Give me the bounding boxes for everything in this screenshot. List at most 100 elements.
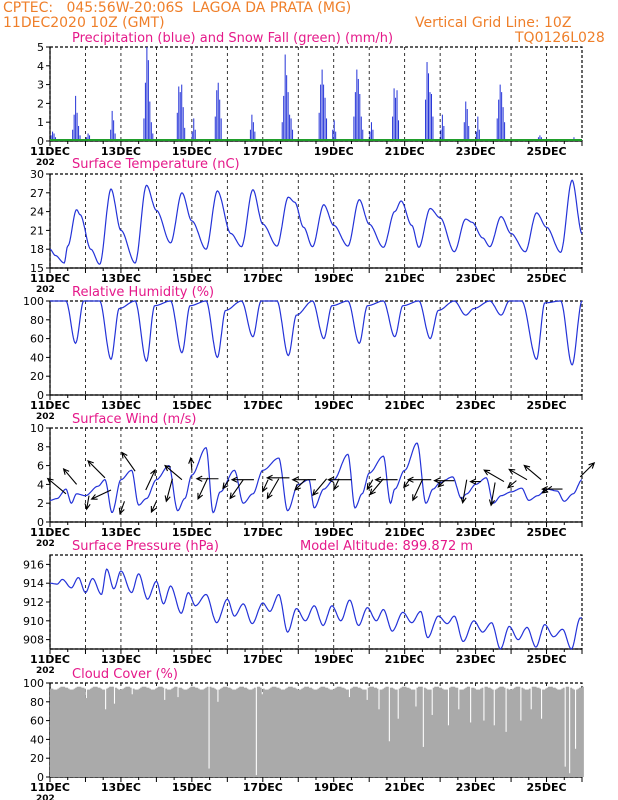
- precip-bar: [72, 129, 74, 141]
- cloud-bar: [191, 686, 194, 777]
- cloud-bar: [406, 687, 409, 777]
- cloud-bar: [248, 689, 250, 777]
- precip-bar: [370, 122, 372, 141]
- precip-bar: [149, 101, 151, 141]
- cloud-bar: [50, 688, 52, 777]
- y-tick-label: 30: [30, 168, 44, 181]
- cloud-bar: [258, 686, 261, 777]
- chart-title: Surface Wind (m/s): [72, 412, 196, 427]
- cloud-bar: [375, 687, 377, 777]
- cloud-bar: [78, 686, 80, 777]
- precip-bar: [182, 107, 184, 141]
- precip-bar: [50, 135, 52, 141]
- cloud-bar: [267, 689, 270, 777]
- x-tick-label: 23DEC: [456, 653, 496, 666]
- cloud-bar: [184, 689, 187, 777]
- cloud-bar: [524, 689, 527, 777]
- precip-bar: [356, 69, 358, 141]
- cloud-bar: [92, 686, 95, 777]
- cloud-bar: [237, 687, 240, 777]
- precip-bar: [502, 107, 504, 141]
- wind-vector: [265, 474, 290, 481]
- cloud-bar: [168, 689, 171, 777]
- precip-bar: [359, 94, 361, 141]
- precip-bar: [147, 60, 149, 141]
- cloud-bar: [521, 687, 524, 777]
- cloud-bar: [141, 686, 144, 777]
- precip-bar: [292, 129, 294, 141]
- cloud-bar: [109, 686, 111, 777]
- wind-vector: [433, 477, 455, 484]
- precip-bar: [214, 116, 216, 141]
- cloud-bar: [268, 688, 271, 777]
- wind-vector: [261, 479, 269, 493]
- x-tick-label: 25DEC: [527, 653, 567, 666]
- cloud-bar: [314, 689, 317, 777]
- cloud-bar: [165, 688, 168, 777]
- cloud-bar: [295, 688, 298, 777]
- x-tick-label: 19DEC: [314, 653, 354, 666]
- y-tick-label: 27: [30, 187, 44, 200]
- cloud-bar: [416, 687, 419, 777]
- cloud-bar: [363, 689, 366, 777]
- cloud-bar: [279, 688, 281, 777]
- year-label: 202: [36, 285, 55, 295]
- cloud-bar: [135, 689, 138, 777]
- cloud-bar: [134, 689, 137, 777]
- cloud-bar: [332, 689, 335, 777]
- x-tick-label: 15DEC: [172, 526, 212, 539]
- cloud-bar: [410, 689, 413, 777]
- chart-title: Cloud Cover (%): [72, 667, 178, 682]
- cloud-bar: [395, 689, 398, 777]
- y-tick-label: 6: [37, 460, 44, 473]
- cloud-bar: [441, 688, 444, 777]
- wind-vector: [164, 478, 173, 503]
- y-tick-label: 8: [37, 441, 44, 454]
- wind-vector: [333, 478, 340, 491]
- cloud-bar: [73, 688, 76, 777]
- precip-bar: [146, 47, 148, 141]
- x-tick-label: 11DEC: [30, 399, 70, 412]
- wind-vector: [406, 476, 432, 483]
- y-tick-label: 80: [30, 314, 44, 327]
- cloud-bar: [415, 706, 417, 777]
- cloud-bar: [392, 688, 395, 777]
- cloud-bar: [344, 688, 346, 777]
- wind-vector: [266, 478, 280, 500]
- precip-bar: [110, 129, 112, 141]
- cloud-bar: [327, 688, 330, 777]
- precip-bar: [143, 118, 145, 141]
- cloud-bar: [546, 687, 549, 777]
- cloud-bar: [116, 688, 119, 777]
- y-tick-label: 60: [30, 715, 44, 728]
- cloud-bar: [222, 686, 225, 777]
- cloud-bar: [246, 688, 249, 777]
- cloud-bar: [525, 689, 528, 777]
- cloud-bar: [177, 697, 179, 777]
- x-tick-label: 25DEC: [527, 145, 567, 158]
- precip-bar: [219, 99, 221, 141]
- wind-vector: [374, 476, 398, 483]
- x-tick-label: 11DEC: [30, 526, 70, 539]
- cloud-bar: [63, 686, 66, 777]
- x-tick-label: 21DEC: [385, 526, 425, 539]
- precip-bar: [150, 122, 152, 141]
- cloud-bar: [212, 687, 215, 777]
- x-tick-label: 17DEC: [243, 145, 283, 158]
- x-tick-label: 17DEC: [243, 399, 283, 412]
- cloud-bar: [311, 688, 314, 777]
- cloud-bar: [72, 689, 75, 777]
- x-tick-label: 15DEC: [172, 781, 212, 794]
- cloud-bar: [462, 689, 465, 777]
- cloud-bar: [283, 689, 286, 777]
- year-label: 202: [36, 412, 55, 422]
- cloud-bar: [119, 689, 122, 777]
- precip-bar: [251, 114, 253, 141]
- precip-bar: [332, 129, 334, 141]
- precip-bar: [220, 118, 222, 141]
- wind-vector: [90, 489, 112, 500]
- wind-vector: [369, 478, 384, 496]
- precip-bar: [181, 84, 183, 141]
- wind-vector: [508, 468, 528, 481]
- y-tick-label: 21: [30, 224, 44, 237]
